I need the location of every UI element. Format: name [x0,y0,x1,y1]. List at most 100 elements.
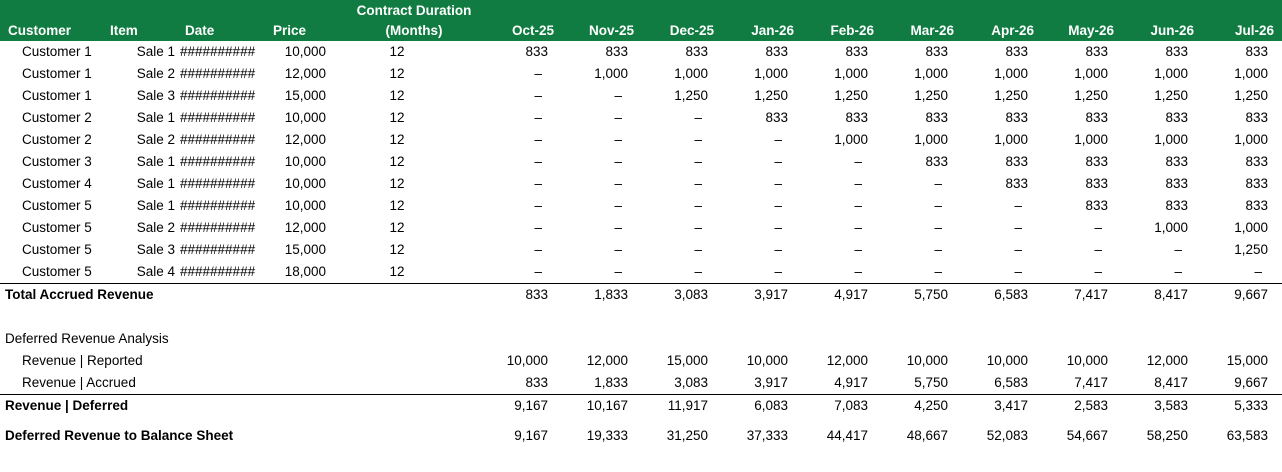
cell-month-value[interactable]: – [694,220,702,235]
cell-month-value[interactable]: 1,250 [834,88,868,103]
cell-customer[interactable]: Customer 5 [22,220,92,235]
revenue-deferred-value[interactable]: 7,083 [834,398,868,413]
total-accrued-value[interactable]: 9,667 [1202,283,1282,306]
cell-month-value[interactable]: 833 [1005,44,1028,59]
empty-cell[interactable] [882,328,962,350]
cell-date[interactable]: ########## [180,154,256,169]
col-header-duration-months[interactable]: (Months) [346,21,482,41]
cell-month-value[interactable]: – [774,132,782,147]
cell-month-value[interactable]: 1,000 [754,66,788,81]
cell-customer[interactable]: Customer 4 [22,176,92,191]
revenue-accrued-value[interactable]: 8,417 [1122,372,1202,395]
cell-customer[interactable]: Customer 1 [22,66,92,81]
cell-month-value[interactable]: – [1014,264,1022,279]
cell-month-value[interactable]: – [774,242,782,257]
cell-date[interactable]: ########## [180,220,256,235]
cell-month-value[interactable]: 833 [605,44,628,59]
cell-month-value[interactable]: 1,250 [674,88,708,103]
empty-cell[interactable] [722,328,802,350]
cell-duration[interactable]: 12 [389,88,405,103]
cell-month-value[interactable]: – [534,198,542,213]
col-header-month-dec-25[interactable]: Dec-25 [642,21,722,41]
revenue-reported-value[interactable]: 10,000 [746,353,788,368]
cell-month-value[interactable]: 833 [765,44,788,59]
deferred-balance-sheet-value[interactable]: 19,333 [586,428,628,443]
empty-cell[interactable] [962,328,1042,350]
cell-price[interactable]: 12,000 [284,220,326,235]
cell-month-value[interactable]: – [934,242,942,257]
revenue-deferred-value[interactable]: 10,167 [586,398,628,413]
cell-customer[interactable]: Customer 5 [22,242,92,257]
cell-item[interactable]: Sale 1 [136,44,175,59]
cell-duration[interactable]: 12 [389,110,405,125]
cell-month-value[interactable]: 833 [1165,154,1188,169]
cell-month-value[interactable]: 1,000 [914,66,948,81]
cell-month-value[interactable]: 833 [845,44,868,59]
cell-customer[interactable]: Customer 5 [22,264,92,279]
cell-month-value[interactable]: 833 [1245,110,1268,125]
deferred-balance-sheet-value[interactable]: 9,167 [514,428,548,443]
cell-month-value[interactable]: – [1174,264,1182,279]
revenue-reported-value[interactable]: 15,000 [1226,353,1268,368]
cell-month-value[interactable]: 833 [1165,198,1188,213]
cell-month-value[interactable]: 833 [525,44,548,59]
cell-month-value[interactable]: – [694,242,702,257]
cell-month-value[interactable]: 833 [1165,176,1188,191]
cell-month-value[interactable]: 833 [1005,110,1028,125]
cell-date[interactable]: ########## [180,110,256,125]
col-header-month-jul-26[interactable]: Jul-26 [1202,21,1282,41]
cell-month-value[interactable]: 833 [1245,154,1268,169]
cell-customer[interactable]: Customer 5 [22,198,92,213]
cell-duration[interactable]: 12 [389,132,405,147]
total-accrued-revenue-label[interactable]: Total Accrued Revenue [0,283,482,306]
cell-month-value[interactable]: 1,000 [1154,220,1188,235]
cell-month-value[interactable]: – [854,176,862,191]
cell-month-value[interactable]: – [1094,220,1102,235]
cell-price[interactable]: 10,000 [284,154,326,169]
cell-month-value[interactable]: – [774,264,782,279]
deferred-balance-sheet-value[interactable]: 37,333 [746,428,788,443]
col-header-contract-duration[interactable]: Contract Duration [346,0,482,21]
cell-price[interactable]: 12,000 [284,66,326,81]
cell-month-value[interactable]: – [534,88,542,103]
cell-price[interactable]: 10,000 [284,110,326,125]
cell-month-value[interactable]: – [534,242,542,257]
cell-month-value[interactable]: – [534,110,542,125]
cell-month-value[interactable]: 833 [925,154,948,169]
deferred-revenue-analysis-label[interactable]: Deferred Revenue Analysis [5,331,169,346]
col-header-month-mar-26[interactable]: Mar-26 [882,21,962,41]
cell-duration[interactable]: 12 [389,264,405,279]
col-header-item[interactable]: Item [108,21,178,41]
cell-month-value[interactable]: – [854,198,862,213]
cell-month-value[interactable]: – [614,110,622,125]
cell-item[interactable]: Sale 2 [136,220,175,235]
cell-price[interactable]: 12,000 [284,132,326,147]
cell-month-value[interactable]: 833 [925,44,948,59]
cell-duration[interactable]: 12 [389,220,405,235]
cell-month-value[interactable]: 1,000 [994,66,1028,81]
total-accrued-value[interactable]: 3,917 [722,283,802,306]
col-header-month-may-26[interactable]: May-26 [1042,21,1122,41]
col-header-price[interactable]: Price [268,21,346,41]
cell-month-value[interactable]: – [534,154,542,169]
cell-month-value[interactable]: 833 [1245,44,1268,59]
cell-month-value[interactable]: – [774,176,782,191]
cell-item[interactable]: Sale 1 [136,154,175,169]
cell-month-value[interactable]: – [614,154,622,169]
cell-month-value[interactable]: 1,250 [1234,242,1268,257]
col-header-date[interactable]: Date [178,21,268,41]
cell-price[interactable]: 10,000 [284,198,326,213]
cell-month-value[interactable]: – [774,154,782,169]
cell-month-value[interactable]: 833 [1085,110,1108,125]
revenue-deferred-value[interactable]: 9,167 [514,398,548,413]
cell-month-value[interactable]: 1,000 [1154,66,1188,81]
revenue-deferred-value[interactable]: 6,083 [754,398,788,413]
total-accrued-value[interactable]: 5,750 [882,283,962,306]
empty-cell[interactable] [1122,328,1202,350]
revenue-reported-value[interactable]: 15,000 [666,353,708,368]
cell-month-value[interactable]: 833 [845,110,868,125]
cell-month-value[interactable]: 833 [1005,176,1028,191]
cell-month-value[interactable]: 833 [1085,198,1108,213]
header-spacer-right[interactable] [482,0,1282,21]
cell-month-value[interactable]: – [694,154,702,169]
